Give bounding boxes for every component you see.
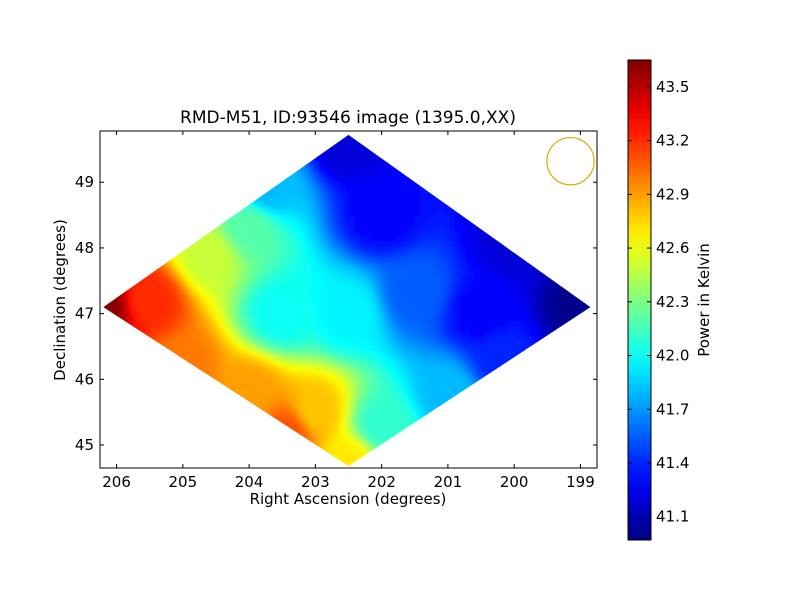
colorbar-ticks: 41.1 41.4 41.7 42.0 42.3 42.6 42.9 43.2 43.5: [628, 78, 689, 526]
y-tick-label: 46: [75, 370, 94, 388]
colorbar-tick-label: 41.7: [656, 400, 689, 418]
colorbar-tick-label: 42.0: [656, 347, 689, 365]
x-tick-label: 202: [367, 473, 396, 491]
colorbar-tick-label: 42.6: [656, 239, 689, 257]
x-tick-label: 203: [301, 473, 330, 491]
colorbar-tick-label: 43.5: [656, 78, 689, 96]
x-tick-label: 206: [102, 473, 131, 491]
x-tick-label: 204: [235, 473, 264, 491]
colorbar: [627, 59, 652, 541]
colorbar-tick-label: 43.2: [656, 132, 689, 150]
y-tick-label: 45: [75, 436, 94, 454]
chart-title: RMD-M51, ID:93546 image (1395.0,XX): [180, 108, 516, 128]
beam-size-circle: [546, 136, 595, 186]
x-axis-ticks: 206 205 204 203 202 201 200 199: [102, 131, 595, 491]
y-axis-label: Declination (degrees): [51, 219, 69, 381]
x-tick-label: 205: [169, 473, 198, 491]
colorbar-tick-label: 42.9: [656, 185, 689, 203]
colorbar-tick-label: 41.1: [656, 508, 689, 526]
x-tick-label: 200: [500, 473, 529, 491]
y-tick-label: 47: [75, 305, 94, 323]
x-tick-label: 201: [434, 473, 463, 491]
y-axis-ticks: 45 46 47 48 49: [75, 173, 597, 454]
colorbar-tick-label: 41.4: [656, 454, 689, 472]
y-tick-label: 48: [75, 239, 94, 257]
x-axis-label: Right Ascension (degrees): [250, 490, 447, 508]
y-tick-label: 49: [75, 173, 94, 191]
colorbar-label: Power in Kelvin: [695, 243, 713, 357]
colorbar-tick-label: 42.3: [656, 293, 689, 311]
plot-frame: [99, 130, 598, 469]
x-tick-label: 199: [566, 473, 595, 491]
